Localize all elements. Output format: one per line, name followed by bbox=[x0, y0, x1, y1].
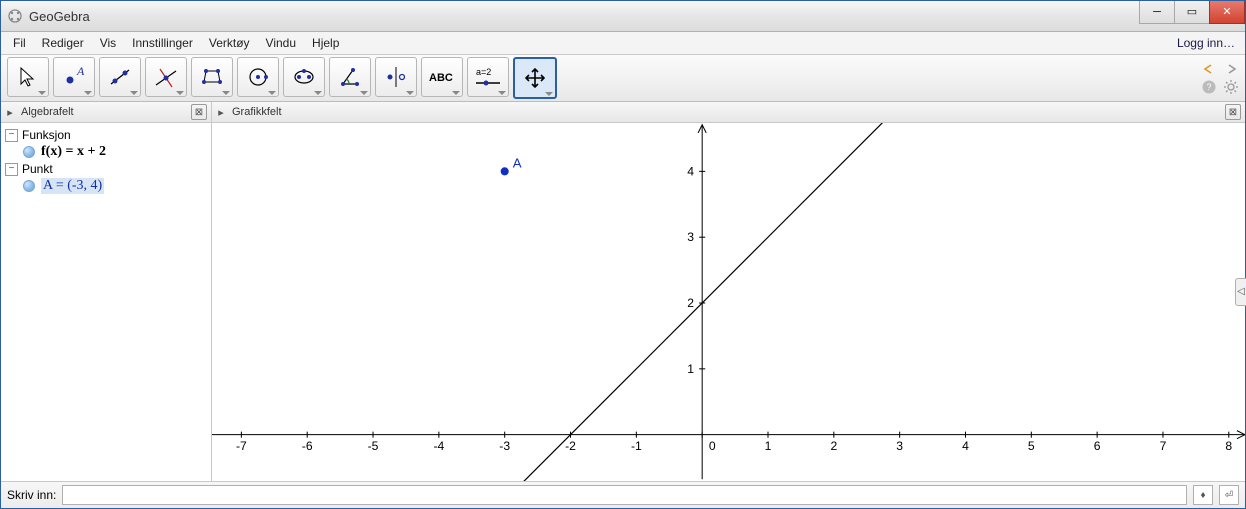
graphics-toggle-icon[interactable]: ▸ bbox=[216, 107, 226, 117]
svg-text:3: 3 bbox=[896, 439, 903, 453]
app-icon bbox=[7, 8, 23, 24]
svg-text:4: 4 bbox=[962, 439, 969, 453]
window-buttons: ─ ▭ ✕ bbox=[1139, 1, 1245, 31]
graph-svg[interactable]: -7 -6 -5 -4 -3 -2 -1 0 1 2 3 4 5 6 7 8 1 2 3 4 A bbox=[212, 123, 1245, 481]
menu-vindu[interactable]: Vindu bbox=[258, 34, 304, 52]
tree-item-point[interactable]: A = (-3, 4) bbox=[23, 177, 207, 195]
menu-fil[interactable]: Fil bbox=[5, 34, 34, 52]
tool-perpendicular[interactable] bbox=[145, 57, 187, 97]
tool-ellipse[interactable] bbox=[283, 57, 325, 97]
collapse-icon[interactable]: − bbox=[5, 163, 18, 176]
toolbar: A ABC a=2 ? bbox=[1, 55, 1245, 102]
graphics-panel: ▸ Grafikkfelt ⊠ -7 -6 -5 -4 -3 -2 -1 0 1 2 3 4 5 6 7 8 1… bbox=[212, 102, 1245, 481]
input-bar: Skriv inn: ♦ ⏎ bbox=[1, 481, 1245, 508]
svg-text:-7: -7 bbox=[236, 439, 247, 453]
svg-text:?: ? bbox=[1206, 82, 1211, 92]
input-label: Skriv inn: bbox=[7, 488, 56, 502]
svg-text:A: A bbox=[76, 64, 85, 78]
tool-angle[interactable] bbox=[329, 57, 371, 97]
titlebar: GeoGebra ─ ▭ ✕ bbox=[1, 1, 1245, 32]
tool-move[interactable] bbox=[7, 57, 49, 97]
algebra-panel: ▸ Algebrafelt ⊠ − Funksjon f(x) = x + 2 … bbox=[1, 102, 212, 481]
point-definition: A = (-3, 4) bbox=[41, 178, 104, 194]
undo-icon[interactable] bbox=[1201, 61, 1217, 77]
svg-text:A: A bbox=[513, 155, 522, 170]
tool-line2pts[interactable] bbox=[99, 57, 141, 97]
group-label: Funksjon bbox=[22, 128, 71, 142]
group-label: Punkt bbox=[22, 162, 53, 176]
window: GeoGebra ─ ▭ ✕ Fil Rediger Vis Innstilli… bbox=[0, 0, 1246, 509]
svg-text:2: 2 bbox=[830, 439, 837, 453]
svg-text:-4: -4 bbox=[433, 439, 444, 453]
algebra-header: ▸ Algebrafelt ⊠ bbox=[1, 102, 211, 123]
svg-text:3: 3 bbox=[687, 230, 694, 244]
toolbar-right: ? bbox=[1201, 61, 1239, 95]
svg-text:-2: -2 bbox=[565, 439, 576, 453]
minimize-button[interactable]: ─ bbox=[1139, 1, 1175, 24]
redo-icon[interactable] bbox=[1223, 61, 1239, 77]
menu-hjelp[interactable]: Hjelp bbox=[304, 34, 347, 52]
side-collapse-handle[interactable]: ◁ bbox=[1235, 278, 1246, 306]
window-title: GeoGebra bbox=[29, 9, 90, 24]
login-link[interactable]: Logg inn… bbox=[1177, 36, 1241, 50]
svg-text:8: 8 bbox=[1225, 439, 1232, 453]
command-input[interactable] bbox=[62, 485, 1187, 505]
collapse-icon[interactable]: − bbox=[5, 129, 18, 142]
close-button[interactable]: ✕ bbox=[1209, 1, 1245, 24]
svg-text:-1: -1 bbox=[631, 439, 642, 453]
help-icon[interactable]: ? bbox=[1201, 79, 1217, 95]
tool-slider[interactable]: a=2 bbox=[467, 57, 509, 97]
algebra-title: Algebrafelt bbox=[21, 106, 74, 118]
visibility-ball-icon[interactable] bbox=[23, 180, 35, 192]
menu-vis[interactable]: Vis bbox=[92, 34, 124, 52]
graphics-canvas[interactable]: -7 -6 -5 -4 -3 -2 -1 0 1 2 3 4 5 6 7 8 1 2 3 4 A bbox=[212, 123, 1245, 481]
svg-text:-6: -6 bbox=[302, 439, 313, 453]
svg-text:-5: -5 bbox=[368, 439, 379, 453]
tool-circle[interactable] bbox=[237, 57, 279, 97]
menu-verktoy[interactable]: Verktøy bbox=[201, 34, 258, 52]
algebra-tree: − Funksjon f(x) = x + 2 − Punkt bbox=[1, 123, 211, 481]
tree-item-function[interactable]: f(x) = x + 2 bbox=[23, 143, 207, 161]
svg-text:-3: -3 bbox=[499, 439, 510, 453]
svg-text:5: 5 bbox=[1028, 439, 1035, 453]
input-history-dropdown[interactable]: ♦ bbox=[1193, 485, 1213, 505]
algebra-close-icon[interactable]: ⊠ bbox=[191, 104, 207, 120]
svg-text:a=2: a=2 bbox=[476, 67, 491, 77]
menu-rediger[interactable]: Rediger bbox=[34, 34, 92, 52]
svg-text:1: 1 bbox=[687, 362, 694, 376]
menubar: Fil Rediger Vis Innstillinger Verktøy Vi… bbox=[1, 32, 1245, 55]
panels: ▸ Algebrafelt ⊠ − Funksjon f(x) = x + 2 … bbox=[1, 102, 1245, 481]
svg-text:1: 1 bbox=[765, 439, 772, 453]
graphics-close-icon[interactable]: ⊠ bbox=[1225, 104, 1241, 120]
algebra-toggle-icon[interactable]: ▸ bbox=[5, 107, 15, 117]
svg-text:ABC: ABC bbox=[429, 72, 453, 84]
menu-innstillinger[interactable]: Innstillinger bbox=[124, 34, 201, 52]
svg-text:7: 7 bbox=[1160, 439, 1167, 453]
svg-text:6: 6 bbox=[1094, 439, 1101, 453]
function-expression: f(x) = x + 2 bbox=[41, 144, 106, 160]
input-helper-button[interactable]: ⏎ bbox=[1219, 485, 1239, 505]
svg-text:0: 0 bbox=[709, 439, 716, 453]
tool-reflect[interactable] bbox=[375, 57, 417, 97]
tree-group-funksjon[interactable]: − Funksjon bbox=[5, 127, 207, 143]
tool-polygon[interactable] bbox=[191, 57, 233, 97]
tool-point[interactable]: A bbox=[53, 57, 95, 97]
graphics-title: Grafikkfelt bbox=[232, 106, 282, 118]
maximize-button[interactable]: ▭ bbox=[1174, 1, 1210, 24]
visibility-ball-icon[interactable] bbox=[23, 146, 35, 158]
settings-icon[interactable] bbox=[1223, 79, 1239, 95]
svg-text:4: 4 bbox=[687, 164, 694, 178]
tool-text[interactable]: ABC bbox=[421, 57, 463, 97]
graphics-header: ▸ Grafikkfelt ⊠ bbox=[212, 102, 1245, 123]
tool-move-view[interactable] bbox=[513, 57, 557, 99]
tree-group-punkt[interactable]: − Punkt bbox=[5, 161, 207, 177]
svg-text:2: 2 bbox=[687, 296, 694, 310]
